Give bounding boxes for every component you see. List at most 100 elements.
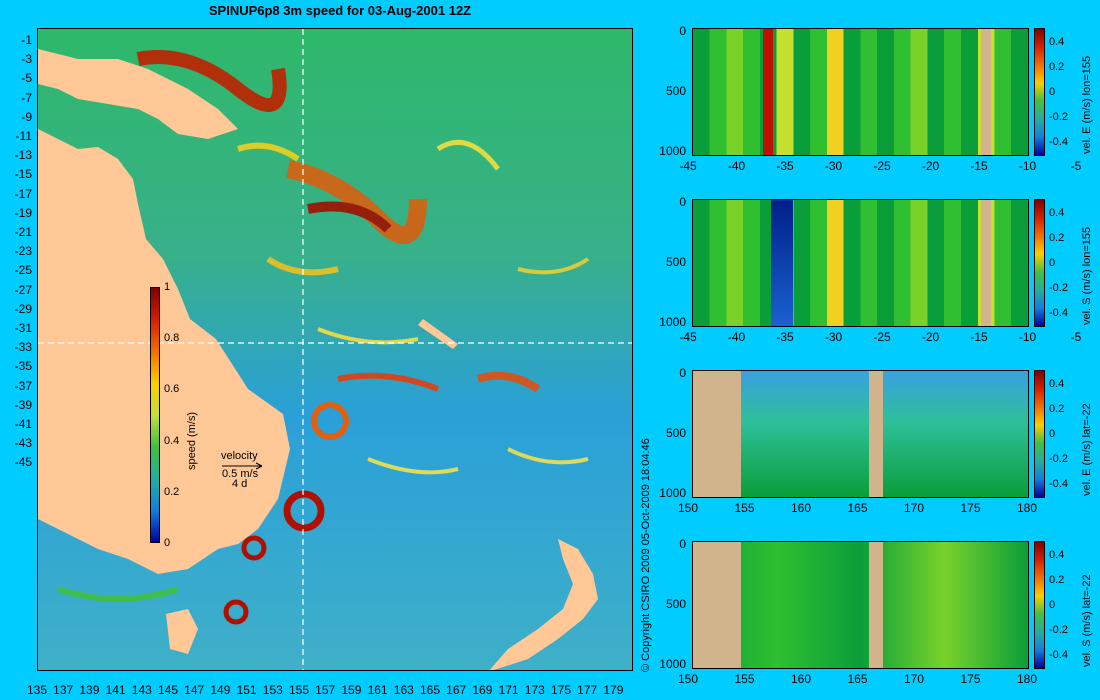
depth-tick-label: 0 [679,24,686,38]
seafloor-block [869,542,883,668]
latitude-tick-label: -41 [14,417,32,431]
depth-tick-label: 500 [665,597,686,611]
section-x-tick-label: -45 [679,330,697,344]
latitude-tick-label: -37 [14,378,32,393]
depth-tick-label: 0 [679,537,686,551]
longitude-tick-label: 173 [524,683,545,697]
latitude-tick-label: -19 [14,205,32,220]
section-x-tick-label: 150 [677,501,699,515]
section-x-tick-label: -5 [1070,159,1082,173]
velocity-key-time: 4 d [232,478,248,490]
velocity-key-title: velocity [221,450,258,462]
longitude-tick-label: 165 [419,683,441,697]
section-colorbar-tick: 0 [1049,599,1056,611]
longitude-tick-label: 139 [79,683,100,697]
section-x-tick-label: 150 [677,672,699,686]
section-x-tick-label: 165 [847,672,868,686]
section-colorbar-tick: 0.2 [1049,574,1065,586]
depth-tick-label: 0 [679,366,686,380]
section-x-tick-label: -30 [824,159,843,173]
latitude-tick-label: -29 [14,301,32,316]
depth-tick-label: 500 [665,426,686,440]
velocity-key-speed: 0.5 m/s [222,468,259,480]
section-panel-lon-e [692,28,1029,156]
longitude-tick-label: 135 [26,683,48,697]
section-x-tick-label: -25 [873,159,891,173]
section-x-tick-label: 180 [1016,501,1038,515]
section-x-tick-label: -35 [776,159,794,173]
section-x-tick-label: 170 [903,501,925,515]
section-colorbar-tick: -0.2 [1049,111,1068,123]
longitude-tick-label: 155 [288,683,310,697]
latitude-tick-label: -3 [21,52,32,67]
section-x-tick-label: -45 [679,159,697,173]
section-x-tick-label: -35 [776,330,794,344]
latitude-tick-label: -43 [14,436,32,451]
section-colorbar-tick: 0.2 [1049,232,1065,244]
longitude-tick-label: 175 [550,683,572,697]
longitude-tick-label: 169 [472,683,493,697]
section-x-tick-label: 165 [847,501,868,515]
latitude-tick-label: -1 [21,33,32,47]
longitude-tick-label: 179 [603,683,624,697]
section-colorbar-tick: 0.2 [1049,403,1065,415]
section-x-tick-label: -5 [1070,330,1082,344]
eddy-1 [311,402,349,440]
longitude-tick-label: 159 [341,683,362,697]
latitude-tick-label: -39 [14,397,32,412]
longitude-tick-label: 147 [184,683,205,697]
section-colorbar-tick: -0.2 [1049,453,1068,465]
map-title: SPINUP6p8 3m speed for 03-Aug-2001 12Z [208,3,472,18]
strong-current-band [763,29,773,155]
speed-colorbar-tick: 0.8 [164,332,180,345]
section-x-tick-label: -10 [1018,159,1037,173]
strong-current-band [771,200,793,326]
seafloor-block [981,29,991,155]
longitude-tick-label: 161 [367,683,388,697]
longitude-tick-label: 145 [157,683,179,697]
seafloor-block [869,371,883,497]
section-colorbar-label: vel. S (m/s) lat=-22 [1081,574,1093,667]
speed-colorbar-tick: 0.4 [164,434,180,447]
section-x-tick-label: -15 [970,159,988,173]
latitude-tick-label: -9 [21,109,32,124]
depth-tick-label: 500 [665,255,686,269]
speed-colorbar-tick: 0.6 [164,383,180,396]
speed-colorbar-tick: 0 [164,537,171,549]
velocity-key-arrow-icon [222,462,263,470]
latitude-tick-label: -7 [21,90,32,105]
depth-tick-label: 0 [679,195,686,209]
depth-tick-label: 1000 [659,486,686,500]
section-colorbar-tick: -0.2 [1049,282,1068,294]
section-colorbar [1034,370,1045,498]
section-x-tick-label: -25 [873,330,891,344]
longitude-tick-label: 137 [53,683,74,697]
latitude-tick-label: -23 [14,244,32,259]
speed-colorbar [150,287,160,543]
latitude-tick-label: -27 [14,282,32,297]
longitude-tick-label: 149 [210,683,231,697]
speed-colorbar-label: speed (m/s) [186,411,198,470]
section-x-tick-label: 170 [903,672,925,686]
longitude-tick-label: 157 [315,683,336,697]
latitude-tick-label: -17 [14,186,32,201]
section-x-tick-label: 160 [790,672,812,686]
section-x-tick-label: -40 [727,330,746,344]
section-x-tick-label: -20 [921,330,940,344]
section-colorbar-label: vel. E (m/s) lat=-22 [1081,403,1093,496]
section-colorbar-tick: 0.4 [1049,378,1065,390]
section-colorbar-tick: 0 [1049,428,1056,440]
section-colorbar-tick: -0.4 [1049,307,1068,319]
section-colorbar-tick: 0.2 [1049,61,1065,73]
section-x-tick-label: -40 [727,159,746,173]
eddy-3 [241,535,267,561]
longitude-tick-label: 177 [577,683,598,697]
new-guinea-landmass [38,49,238,139]
depth-tick-label: 1000 [659,315,686,329]
new-zealand-landmass [489,539,598,670]
australia-landmass [38,129,290,574]
section-x-tick-label: -15 [970,330,988,344]
seafloor-block [981,200,991,326]
section-x-tick-label: 155 [734,501,755,515]
latitude-tick-label: -45 [14,455,32,470]
